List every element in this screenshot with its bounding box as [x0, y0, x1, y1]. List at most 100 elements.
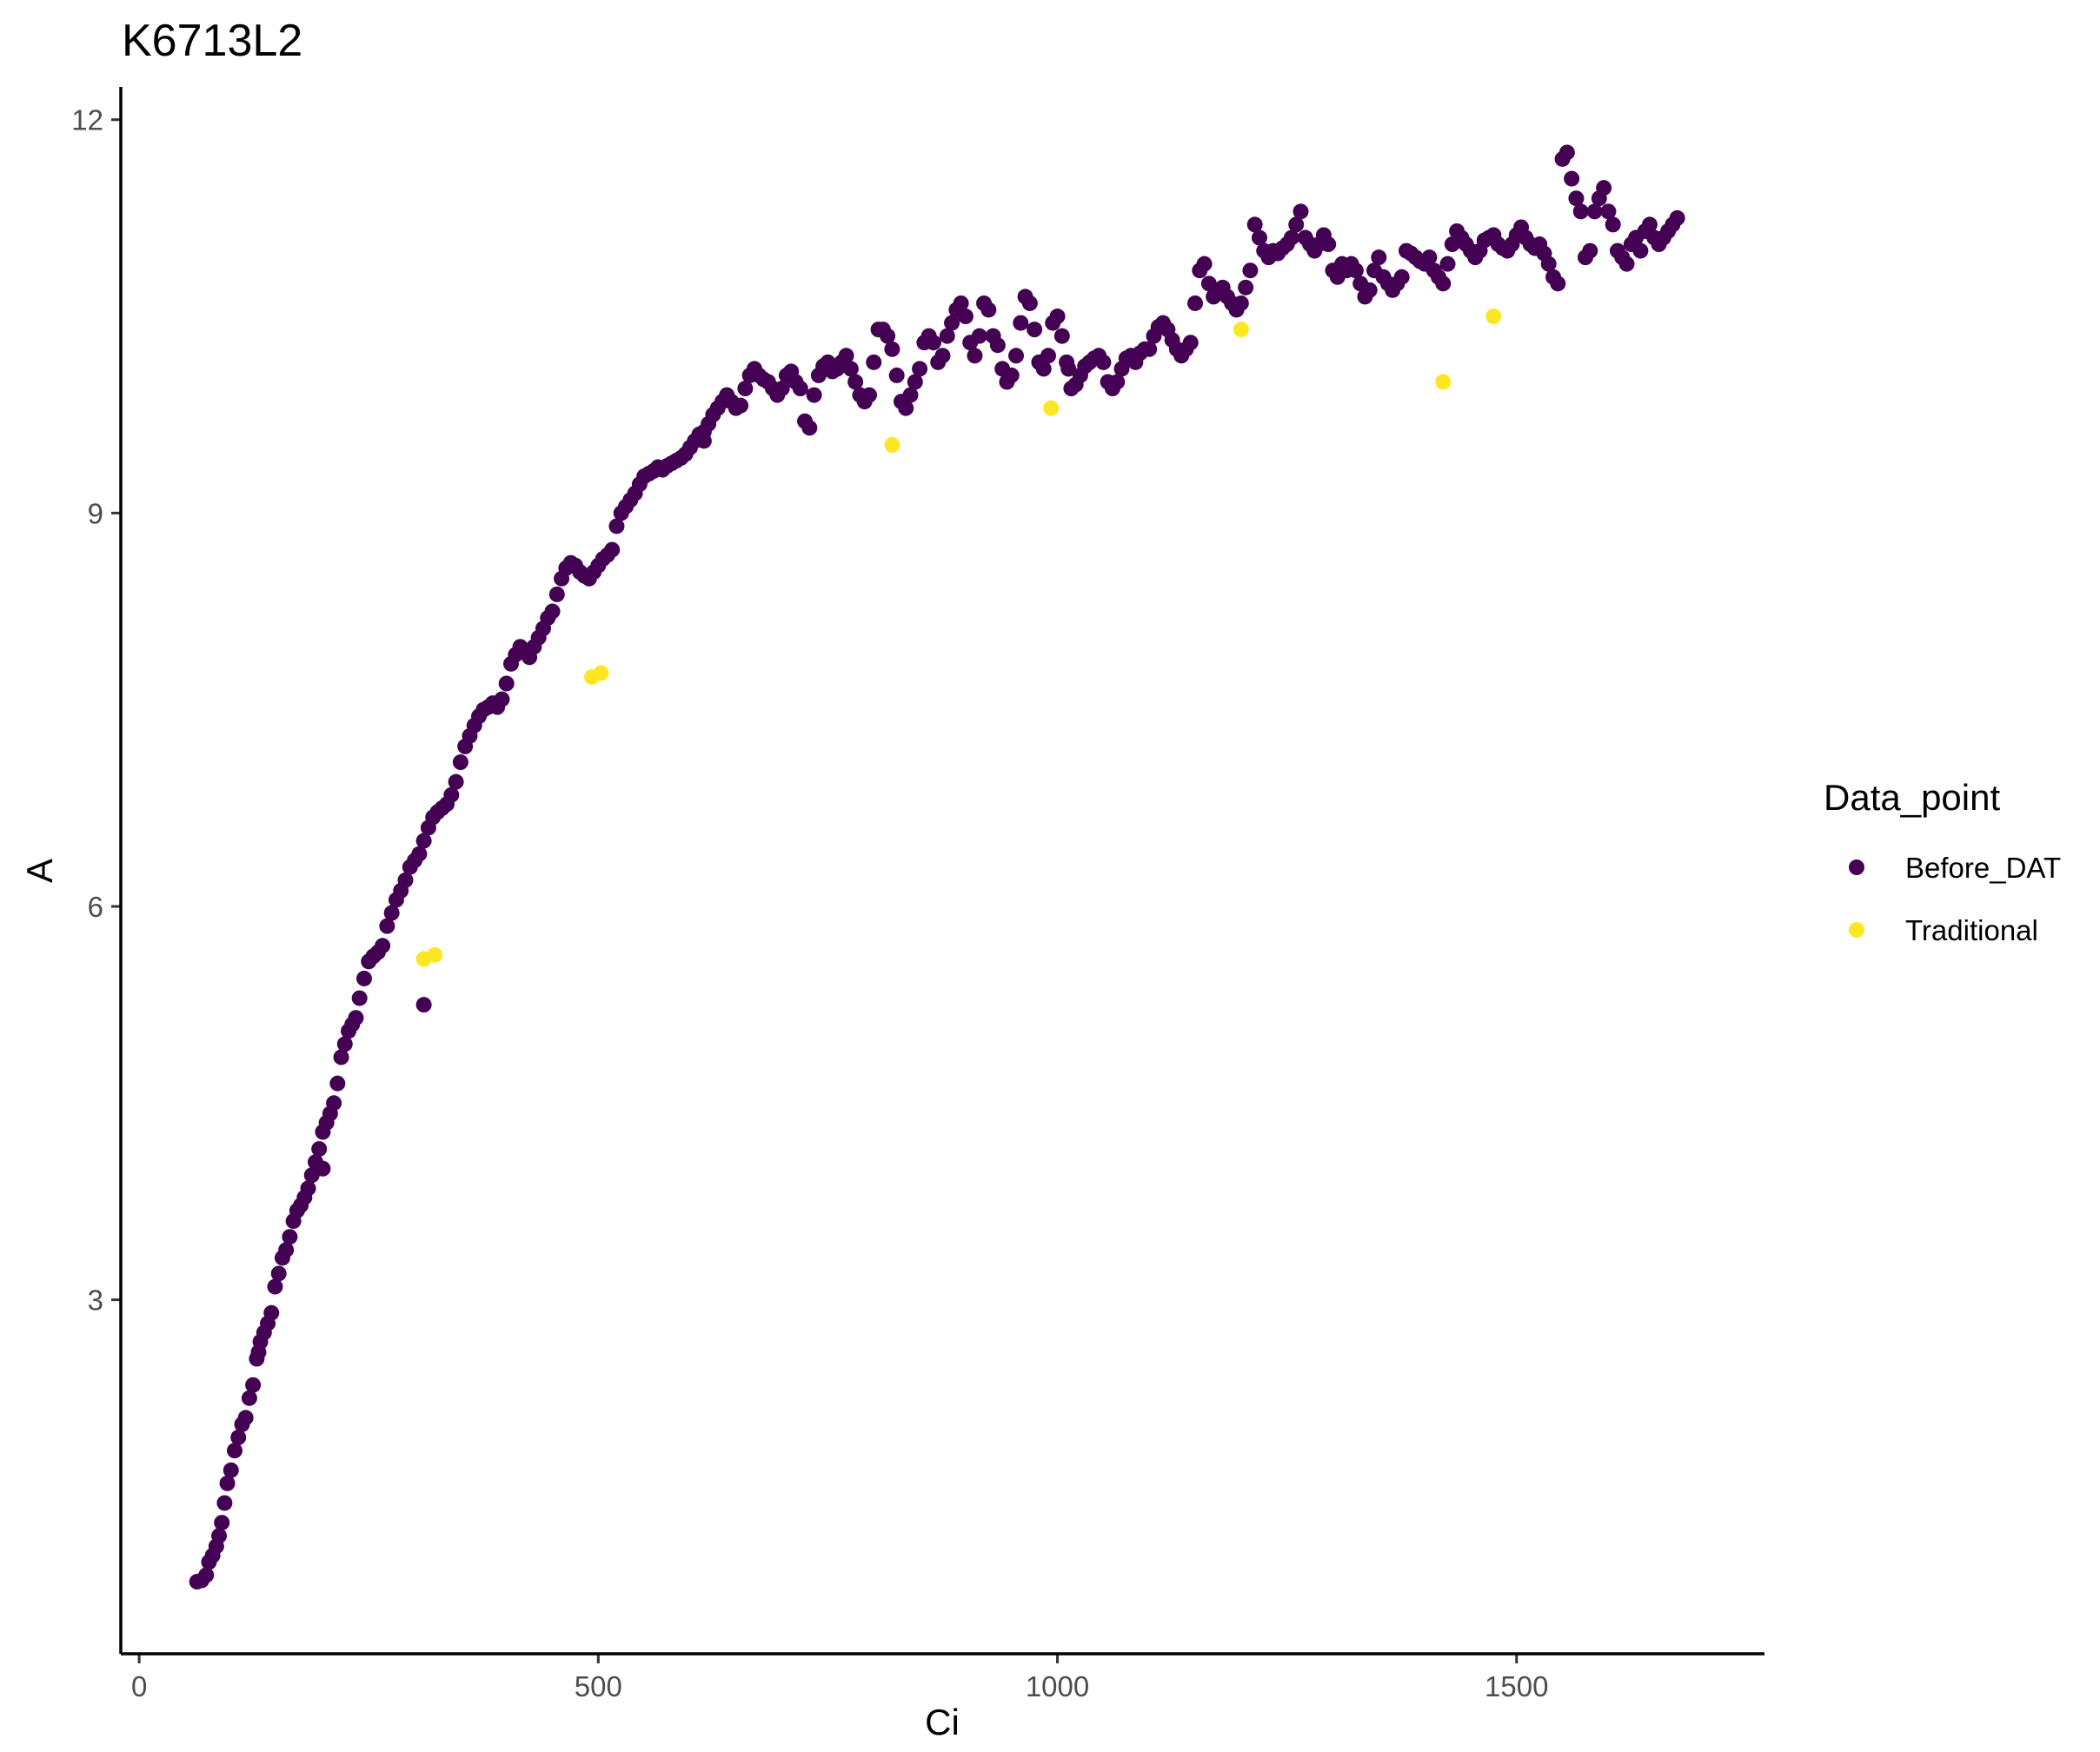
point-before-dat	[1060, 361, 1077, 377]
point-before-dat	[282, 1229, 298, 1245]
point-before-dat	[1558, 144, 1575, 161]
point-before-dat	[1233, 295, 1249, 311]
point-before-dat	[326, 1095, 342, 1112]
point-before-dat	[1141, 341, 1158, 357]
point-before-dat	[1251, 229, 1267, 246]
x-tick-label: 500	[575, 1670, 622, 1702]
point-before-dat	[278, 1242, 295, 1258]
y-axis-ticks: 3 6 9 12	[71, 104, 121, 1317]
x-tick-label: 1500	[1485, 1670, 1548, 1702]
x-tick-label: 0	[131, 1670, 147, 1702]
point-before-dat	[230, 1430, 247, 1446]
point-before-dat	[1564, 170, 1580, 187]
point-before-dat	[356, 970, 372, 986]
point-before-dat	[944, 315, 960, 331]
point-before-dat	[806, 387, 822, 403]
point-before-dat	[1600, 203, 1617, 220]
point-before-dat	[198, 1567, 215, 1583]
point-before-dat	[971, 328, 987, 344]
point-before-dat	[1027, 322, 1043, 338]
point-before-dat	[934, 348, 951, 364]
point-before-dat	[383, 905, 400, 921]
point-traditional	[1485, 309, 1502, 325]
point-before-dat	[411, 846, 428, 862]
point-before-dat	[1053, 328, 1070, 344]
point-before-dat	[214, 1515, 230, 1531]
plot-panel: 3 6 9 12 0 500 1000 1500	[71, 87, 1764, 1702]
point-before-dat	[989, 337, 1006, 354]
point-before-dat	[737, 381, 754, 397]
chart-title: K6713L2	[122, 16, 302, 66]
point-before-dat	[300, 1180, 316, 1197]
point-before-dat	[1540, 256, 1557, 272]
x-tick-label: 1000	[1026, 1670, 1089, 1702]
point-before-dat	[548, 586, 565, 602]
point-traditional	[884, 436, 900, 453]
point-before-dat	[448, 773, 464, 790]
point-before-dat	[245, 1377, 262, 1393]
point-before-dat	[315, 1160, 331, 1177]
point-before-dat	[1283, 229, 1299, 246]
point-before-dat	[842, 361, 859, 377]
point-before-dat	[1196, 256, 1213, 272]
point-before-dat	[1596, 180, 1612, 196]
point-before-dat	[1361, 282, 1378, 298]
point-before-dat	[379, 918, 395, 934]
point-before-dat	[263, 1304, 280, 1321]
point-before-dat	[267, 1278, 283, 1295]
point-before-dat	[907, 374, 923, 390]
point-before-dat	[1572, 203, 1589, 220]
point-before-dat	[1035, 361, 1052, 377]
point-before-dat	[1049, 309, 1066, 325]
point-before-dat	[1618, 256, 1635, 272]
point-before-dat	[957, 309, 974, 325]
point-before-dat	[1040, 348, 1056, 364]
point-before-dat	[1288, 216, 1305, 233]
point-before-dat	[351, 990, 368, 1006]
legend-title: Data_point	[1824, 777, 2000, 818]
point-before-dat	[1293, 203, 1309, 220]
point-before-dat	[1586, 203, 1603, 220]
point-before-dat	[1182, 335, 1199, 351]
legend: Data_point Before_DAT Traditional	[1824, 777, 2061, 946]
point-traditional	[1435, 374, 1452, 390]
point-before-dat	[211, 1528, 228, 1544]
point-before-dat	[695, 433, 712, 449]
point-before-dat	[912, 361, 928, 377]
point-before-dat	[498, 675, 515, 692]
point-before-dat	[333, 1049, 349, 1065]
y-axis-title: A	[19, 859, 60, 883]
point-before-dat	[902, 387, 919, 403]
point-before-dat	[1632, 242, 1649, 259]
point-before-dat	[1008, 348, 1025, 364]
point-before-dat	[1393, 269, 1410, 285]
point-before-dat	[415, 833, 432, 849]
point-before-dat	[898, 400, 914, 416]
point-before-dat	[494, 691, 510, 707]
legend-label-before-dat: Before_DAT	[1905, 852, 2061, 884]
point-before-dat	[838, 348, 854, 364]
point-before-dat	[953, 295, 969, 311]
x-axis-ticks: 0 500 1000 1500	[131, 1654, 1548, 1702]
point-before-dat	[241, 1390, 257, 1406]
point-before-dat	[866, 354, 882, 370]
point-before-dat	[884, 341, 900, 357]
point-before-dat	[1568, 190, 1585, 207]
point-before-dat	[329, 1075, 346, 1092]
legend-key-before-dat	[1849, 859, 1864, 875]
point-before-dat	[1187, 295, 1204, 311]
y-tick-label: 3	[88, 1284, 103, 1317]
point-before-dat	[1003, 367, 1020, 383]
point-before-dat	[1246, 216, 1263, 233]
point-traditional	[1043, 400, 1060, 416]
point-before-dat	[792, 381, 808, 397]
point-before-dat	[1109, 374, 1126, 390]
y-tick-label: 6	[88, 891, 103, 923]
point-before-dat	[375, 938, 391, 954]
point-before-dat	[608, 518, 625, 534]
legend-key-traditional	[1849, 922, 1864, 938]
point-before-dat	[980, 302, 997, 318]
point-before-dat	[1641, 216, 1658, 233]
point-before-dat	[219, 1475, 236, 1491]
